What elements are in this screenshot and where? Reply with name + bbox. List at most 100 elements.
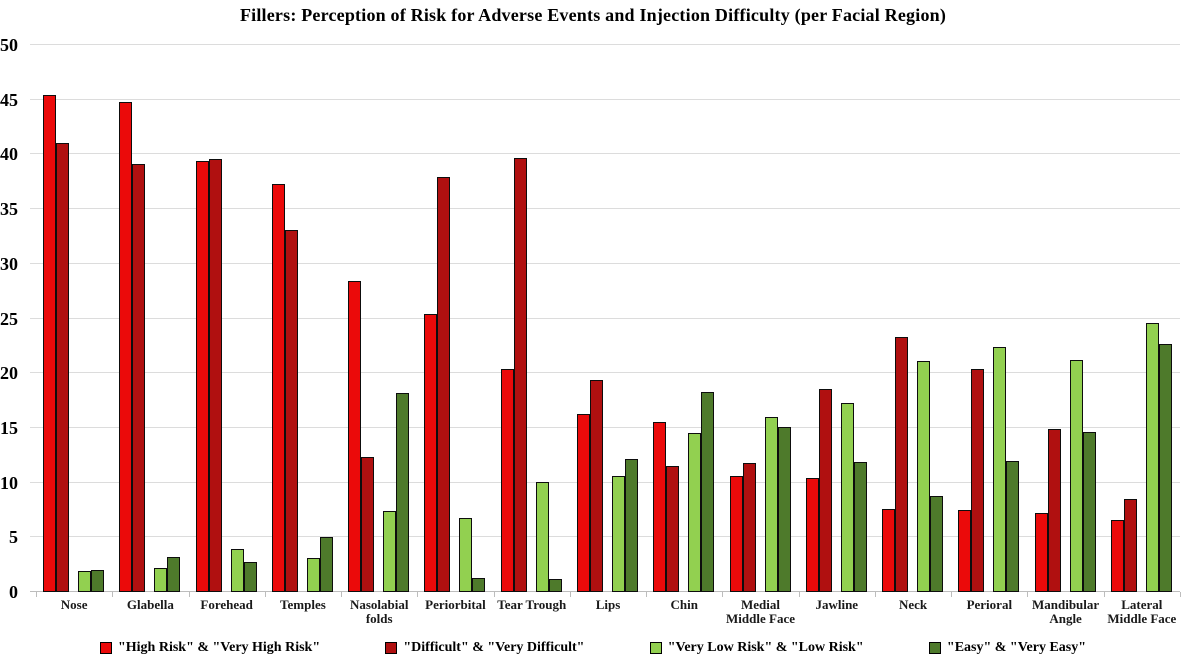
- x-axis-category-label: Forehead: [200, 597, 253, 612]
- y-axis-tick-label: 0: [9, 582, 18, 602]
- bar: [818, 388, 832, 592]
- bar: [437, 177, 451, 592]
- y-axis-tick-label: 25: [0, 308, 18, 329]
- bar: [500, 368, 514, 592]
- legend-color-swatch: [385, 642, 398, 654]
- bar: [1047, 429, 1061, 592]
- gridline: [30, 317, 1180, 319]
- x-axis-tick: [188, 592, 190, 597]
- legend-label: "Difficult" & "Very Difficult": [403, 640, 585, 655]
- x-axis-tick: [1027, 592, 1029, 597]
- bar: [777, 426, 791, 592]
- x-axis-category-label: Mandibular Angle: [1031, 597, 1100, 626]
- x-axis-tick: [646, 592, 648, 597]
- gridline: [30, 536, 1180, 538]
- x-axis-category-label: Chin: [670, 597, 698, 612]
- y-axis-tick-label: 30: [0, 253, 18, 274]
- bar: [1082, 432, 1096, 592]
- bar: [208, 158, 222, 592]
- bar: [167, 557, 181, 592]
- bar: [612, 476, 625, 592]
- bar: [577, 413, 590, 592]
- bar: [361, 457, 375, 592]
- bar: [882, 508, 896, 592]
- y-axis-tick-label: 45: [0, 89, 18, 110]
- bar: [1123, 499, 1137, 592]
- x-axis-category-label: Jawline: [815, 597, 859, 612]
- bar: [319, 537, 333, 592]
- bar: [284, 229, 298, 592]
- bar: [132, 164, 146, 592]
- x-axis-tick: [569, 592, 571, 597]
- bar: [78, 571, 92, 592]
- bar: [653, 422, 667, 592]
- bar: [729, 476, 743, 592]
- x-axis-tick: [493, 592, 495, 597]
- bar: [472, 577, 486, 592]
- x-axis-category-label: Medial Middle Face: [726, 597, 795, 626]
- x-axis-tick: [798, 592, 800, 597]
- bar: [853, 461, 867, 592]
- legend-label: "Easy" & "Very Easy": [946, 640, 1086, 655]
- y-axis-tick-label: 50: [0, 35, 18, 55]
- y-axis-tick-label: 35: [0, 199, 18, 220]
- bar: [917, 361, 931, 592]
- x-axis-tick: [1180, 592, 1181, 597]
- x-axis-tick: [112, 592, 114, 597]
- y-axis-tick-label: 10: [0, 472, 18, 493]
- x-axis-tick: [951, 592, 953, 597]
- gridline: [30, 262, 1180, 264]
- bar: [535, 481, 549, 592]
- bar: [742, 462, 756, 592]
- legend: "High Risk" & "Very High Risk" "Difficult…: [100, 638, 1086, 658]
- x-axis-line: [30, 591, 1180, 592]
- bar: [548, 578, 562, 592]
- legend-item: "Very Low Risk" & "Low Risk": [649, 640, 864, 656]
- x-axis-tick: [874, 592, 876, 597]
- legend-color-swatch: [100, 642, 112, 654]
- bar: [764, 416, 778, 592]
- gridline: [30, 426, 1180, 428]
- bar: [895, 337, 909, 592]
- x-axis-category-label: Lips: [595, 597, 621, 612]
- x-axis-category-label: Periorbital: [425, 597, 486, 612]
- bar: [701, 391, 715, 592]
- x-axis-tick: [36, 592, 37, 597]
- bar: [91, 570, 105, 592]
- bar: [666, 466, 680, 592]
- bar: [930, 495, 944, 592]
- bar: [1034, 513, 1048, 592]
- legend-item: "High Risk" & "Very High Risk": [100, 640, 320, 656]
- x-axis-category-label: Nasolabial folds: [349, 597, 409, 626]
- x-axis-tick: [1103, 592, 1105, 597]
- bar: [993, 346, 1007, 592]
- legend-color-swatch: [928, 642, 941, 654]
- y-axis-tick-label: 40: [0, 144, 18, 165]
- x-axis-tick: [722, 592, 724, 597]
- x-axis-category-label: Glabella: [126, 597, 174, 612]
- bar: [230, 549, 244, 592]
- bar: [958, 509, 972, 592]
- bar: [459, 517, 473, 592]
- bar: [1145, 322, 1159, 592]
- bar: [306, 558, 320, 592]
- legend-item: "Difficult" & "Very Difficult": [385, 640, 584, 656]
- legend-label: "Very Low Risk" & "Low Risk": [667, 640, 864, 655]
- bar: [154, 567, 168, 592]
- x-axis-tick: [264, 592, 266, 597]
- x-axis-tick: [417, 592, 419, 597]
- x-axis-category-label: Lateral Middle Face: [1107, 597, 1177, 626]
- gridline: [30, 372, 1180, 374]
- bar: [396, 392, 410, 592]
- y-axis-tick-label: 20: [0, 363, 18, 384]
- legend-label: "High Risk" & "Very High Risk": [118, 640, 321, 655]
- x-axis-category-label: Temples: [280, 597, 326, 612]
- x-axis-category-label: Neck: [898, 597, 928, 612]
- bar: [1110, 519, 1124, 592]
- chart-title: Fillers: Perception of Risk for Adverse …: [239, 5, 947, 25]
- x-axis-category-label: Nose: [60, 597, 88, 612]
- bar: [243, 562, 257, 592]
- bar: [43, 95, 57, 592]
- bar: [1069, 360, 1083, 592]
